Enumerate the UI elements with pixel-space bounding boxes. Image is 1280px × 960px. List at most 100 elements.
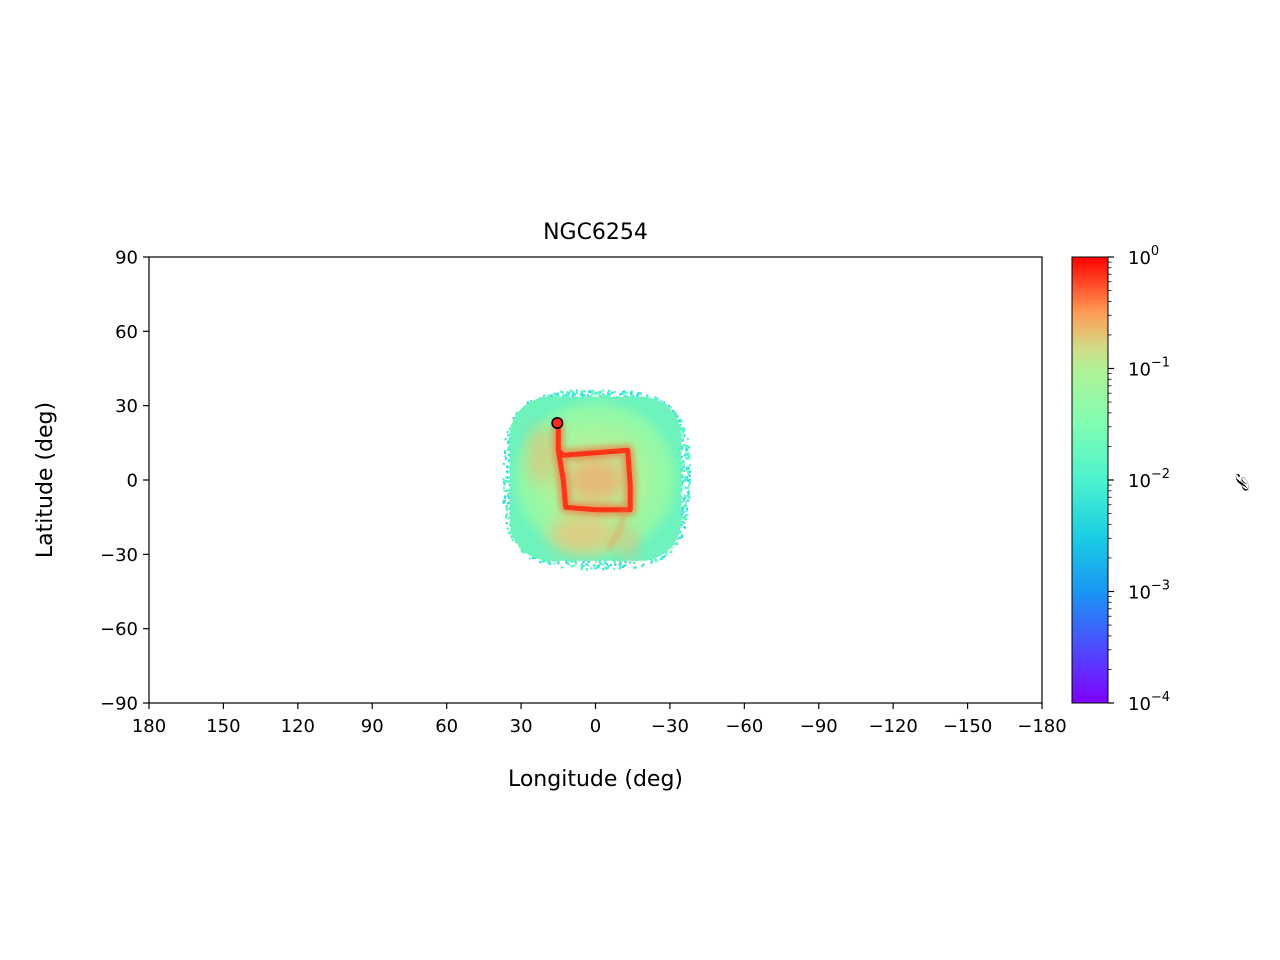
density-cell <box>684 486 687 489</box>
density-cell <box>580 564 583 567</box>
density-cell <box>670 546 673 549</box>
density-cell <box>680 456 683 459</box>
density-cell <box>506 495 510 498</box>
density-cell <box>686 448 689 451</box>
density-cell <box>507 449 510 452</box>
density-cell <box>568 392 571 395</box>
density-cell <box>670 550 673 553</box>
density-cell <box>624 560 627 564</box>
colorbar-axis: 100 10−1 10−2 10−3 10−4 <box>1108 244 1170 715</box>
density-cell <box>582 561 585 564</box>
density-cell <box>587 390 591 393</box>
density-cell <box>680 475 683 478</box>
density-cell <box>598 559 601 562</box>
density-cell <box>506 480 509 483</box>
density-cell <box>613 390 616 394</box>
y-axis: 90 60 30 0 −30 −60 −90 <box>100 248 149 715</box>
density-cell <box>632 561 635 564</box>
density-cell <box>687 494 690 497</box>
x-tick-label: 30 <box>510 716 533 737</box>
density-cell <box>609 392 612 395</box>
density-cell <box>660 558 663 561</box>
density-cell <box>686 513 689 516</box>
density-cell <box>508 427 511 430</box>
density-cell <box>548 394 551 397</box>
density-cell <box>562 394 565 397</box>
density-cell <box>683 521 686 525</box>
density-cell <box>565 560 568 563</box>
density-cell <box>682 463 685 466</box>
density-cell <box>507 446 510 449</box>
density-cell <box>678 531 681 534</box>
density-cell <box>556 560 559 563</box>
density-cell <box>508 532 511 535</box>
density-cell <box>567 394 570 397</box>
density-cell <box>682 510 685 514</box>
density-cell <box>505 476 508 479</box>
density-cell <box>682 430 685 433</box>
density-cell <box>557 561 560 564</box>
y-tick-label: 30 <box>115 396 138 417</box>
density-cell <box>505 504 508 508</box>
density-cell <box>503 489 506 492</box>
density-cell <box>686 478 689 482</box>
density-cell <box>686 491 689 494</box>
density-cell <box>570 565 573 568</box>
density-cell <box>503 481 506 484</box>
density-cell <box>684 515 687 518</box>
density-cell <box>679 427 683 430</box>
density-cell <box>687 446 690 449</box>
density-cell <box>575 391 578 395</box>
density-cell <box>685 501 688 504</box>
cluster-marker <box>551 417 564 430</box>
density-cell <box>604 560 607 563</box>
density-cell <box>619 393 622 396</box>
y-tick-label: −90 <box>100 694 138 715</box>
density-cell <box>601 389 604 392</box>
density-cell <box>680 506 683 509</box>
density-cell <box>506 476 510 479</box>
density-cell <box>507 502 510 505</box>
density-cell <box>574 561 577 565</box>
density-cell <box>503 500 506 503</box>
density-cell <box>504 449 507 452</box>
density-cell <box>607 389 610 392</box>
density-cell <box>681 516 684 519</box>
density-cell <box>554 393 557 396</box>
density-cell <box>566 560 569 563</box>
density-cell <box>561 391 564 394</box>
density-cell <box>601 393 604 396</box>
density-cell <box>684 476 687 479</box>
density-cell <box>663 555 666 558</box>
density-cell <box>687 466 690 469</box>
density-cell <box>593 392 596 395</box>
density-cell <box>683 518 686 521</box>
density-cell <box>569 560 572 563</box>
x-tick-label: −90 <box>800 716 838 737</box>
x-tick-label: −150 <box>943 716 992 737</box>
density-cell <box>661 556 664 559</box>
density-cell <box>531 556 535 559</box>
density-cell <box>682 505 685 508</box>
density-cell <box>590 394 593 397</box>
density-cell <box>505 508 508 511</box>
density-cell <box>586 560 589 563</box>
x-tick-label: −60 <box>725 716 763 737</box>
density-cell <box>508 483 511 486</box>
density-cell <box>684 496 687 499</box>
density-cell <box>516 411 519 414</box>
density-cell <box>502 462 505 465</box>
density-cell <box>630 392 633 395</box>
density-cell <box>504 451 507 454</box>
density-cell <box>580 566 583 569</box>
density-cell <box>669 551 672 554</box>
density-patch <box>549 514 618 555</box>
density-cell <box>681 431 685 434</box>
x-tick-label: 0 <box>590 716 601 737</box>
density-cell <box>520 549 523 552</box>
density-cell <box>619 566 622 569</box>
density-cell <box>612 567 616 571</box>
density-cell <box>681 466 684 469</box>
density-cell <box>512 417 515 420</box>
density-cell <box>580 392 583 395</box>
